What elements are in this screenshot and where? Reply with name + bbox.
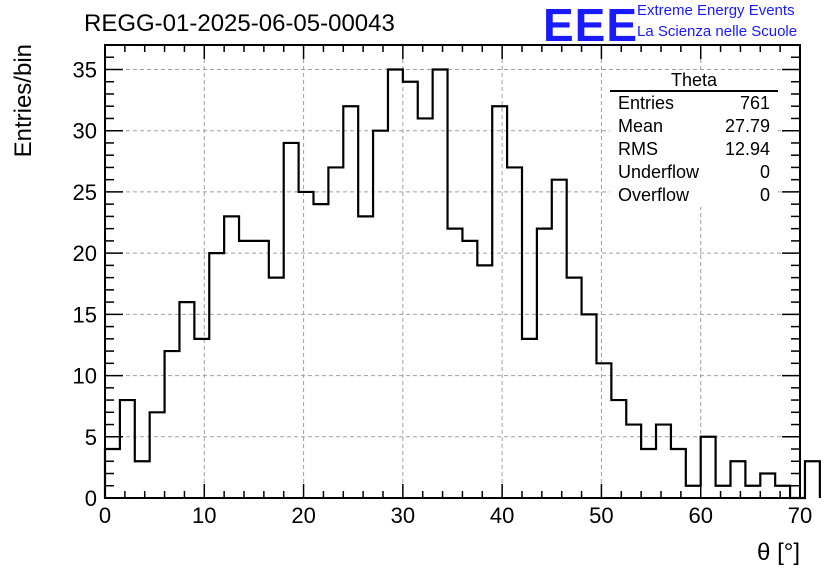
stats-row-mean: Mean 27.79 [610, 115, 778, 138]
y-tick-label: 25 [73, 180, 97, 205]
stats-title: Theta [610, 70, 778, 92]
stats-row-overflow: Overflow 0 [610, 184, 778, 207]
chart-title: REGG-01-2025-06-05-00043 [84, 10, 395, 37]
histogram-series [103, 68, 821, 500]
stats-value: 27.79 [724, 116, 770, 136]
stats-row-entries: Entries 761 [610, 92, 778, 115]
stats-label: Underflow [618, 162, 700, 182]
y-tick-label: 20 [73, 241, 97, 266]
logo-subtitle-line1: Extreme Energy Events [637, 2, 795, 19]
stats-label: Entries [618, 93, 675, 113]
y-tick-label: 35 [73, 57, 97, 82]
x-axis-label: θ [°] [757, 539, 800, 566]
x-tick-label: 0 [99, 503, 111, 528]
y-axis-label: Entries/bin [10, 44, 37, 157]
stats-box: Theta Entries 761 Mean 27.79 RMS 12.94 U… [610, 70, 778, 207]
stats-value: 12.94 [724, 139, 770, 159]
stats-label: RMS [618, 139, 658, 159]
x-tick-label: 30 [391, 503, 415, 528]
stats-value: 0 [759, 185, 770, 205]
stats-value: 761 [739, 93, 770, 113]
y-tick-label: 30 [73, 119, 97, 144]
stats-label: Mean [618, 116, 664, 136]
logo-subtitle-line2: La Scienza nelle Scuole [637, 23, 798, 40]
x-tick-label: 70 [788, 503, 812, 528]
y-tick-label: 5 [85, 425, 97, 450]
tick-labels: 0 10 20 30 40 50 60 70 0 5 10 15 20 25 30 35 [73, 57, 813, 528]
y-tick-label: 15 [73, 302, 97, 327]
plot-frame [104, 44, 801, 499]
x-tick-label: 20 [291, 503, 315, 528]
x-tick-label: 40 [490, 503, 514, 528]
x-tick-label: 60 [688, 503, 712, 528]
stats-value: 0 [759, 162, 770, 182]
x-tick-label: 10 [192, 503, 216, 528]
stats-row-underflow: Underflow 0 [610, 161, 778, 184]
eee-logo: EEE [543, 0, 639, 51]
y-tick-label: 0 [85, 486, 97, 511]
stats-row-rms: RMS 12.94 [610, 138, 778, 161]
x-tick-label: 50 [589, 503, 613, 528]
axis-ticks [104, 44, 801, 499]
y-tick-label: 10 [73, 364, 97, 389]
stats-label: Overflow [618, 185, 690, 205]
